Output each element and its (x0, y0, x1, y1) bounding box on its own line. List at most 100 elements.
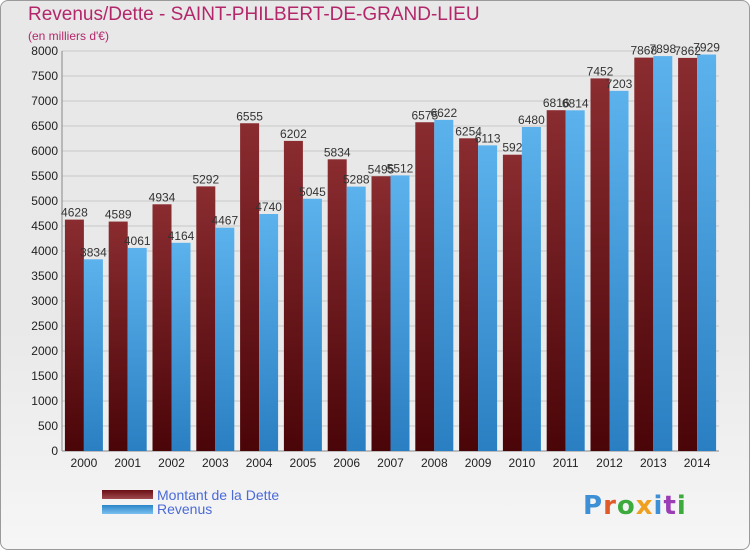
data-label-dette: 5495 (368, 162, 395, 176)
data-label-revenus: 6622 (430, 106, 457, 120)
bar-dette (678, 57, 698, 452)
bar-dette (590, 78, 610, 452)
bar-revenus (83, 259, 103, 451)
data-label-dette: 6254 (455, 124, 482, 138)
bar-revenus (653, 56, 673, 451)
bar-revenus (127, 247, 147, 451)
y-tick-label: 2000 (31, 344, 58, 358)
bar-revenus (478, 145, 498, 451)
data-label-dette: 592 (502, 141, 522, 155)
x-tick-label: 2005 (290, 456, 317, 470)
bar-revenus (434, 119, 454, 452)
data-label-revenus: 4467 (211, 214, 238, 228)
y-tick-label: 0 (51, 444, 58, 458)
logo-letter: i (653, 491, 664, 521)
data-label-revenus: 6113 (475, 131, 501, 145)
y-tick-label: 3500 (31, 269, 58, 283)
data-label-dette: 7868 (630, 44, 657, 58)
logo-letter: o (616, 491, 636, 521)
legend-label-revenus: Revenus (157, 501, 213, 517)
logo-letter: i (676, 491, 687, 521)
x-tick-label: 2006 (333, 456, 360, 470)
bar-revenus (302, 198, 322, 451)
y-tick-label: 5500 (31, 169, 58, 183)
x-tick-label: 2002 (158, 456, 185, 470)
data-label-revenus: 6814 (562, 96, 589, 110)
data-label-revenus: 7929 (693, 41, 720, 55)
x-tick-label: 2007 (377, 456, 404, 470)
y-tick-label: 4000 (31, 244, 58, 258)
x-tick-label: 2014 (684, 456, 711, 470)
y-tick-label: 1000 (31, 394, 58, 408)
y-tick-label: 6000 (31, 144, 58, 158)
bar-dette (327, 159, 347, 452)
bar-dette (283, 140, 303, 451)
data-label-dette: 4589 (105, 208, 132, 222)
y-tick-label: 500 (38, 419, 58, 433)
data-label-dette: 4934 (149, 190, 176, 204)
x-tick-label: 2012 (596, 456, 623, 470)
y-tick-label: 1500 (31, 369, 58, 383)
data-label-dette: 5292 (192, 172, 219, 186)
data-label-revenus: 7203 (606, 77, 633, 91)
data-label-revenus: 5512 (387, 161, 414, 175)
y-tick-label: 7500 (31, 69, 58, 83)
bar-revenus (609, 90, 629, 451)
y-tick-label: 8000 (31, 44, 58, 58)
data-label-dette: 7862 (674, 44, 701, 58)
data-label-dette: 7452 (587, 64, 614, 78)
bar-revenus (565, 110, 585, 452)
data-label-dette: 6816 (543, 96, 570, 110)
x-tick-label: 2000 (71, 456, 98, 470)
bar-revenus (346, 186, 366, 451)
bar-revenus (390, 175, 410, 451)
bar-revenus (171, 242, 191, 451)
bar-dette (415, 122, 435, 451)
bar-dette (634, 57, 654, 451)
bar-dette (196, 186, 216, 451)
x-tick-label: 2010 (509, 456, 536, 470)
x-tick-label: 2009 (465, 456, 492, 470)
y-tick-label: 2500 (31, 319, 58, 333)
x-tick-label: 2003 (202, 456, 229, 470)
data-label-revenus: 5045 (299, 185, 326, 199)
chart-title: Revenus/Dette - SAINT-PHILBERT-DE-GRAND-… (28, 4, 480, 25)
x-tick-label: 2001 (114, 456, 141, 470)
proxiti-logo: Proxiti (583, 491, 687, 521)
legend-swatch-revenus (102, 505, 153, 514)
data-label-dette: 6575 (411, 108, 438, 122)
y-tick-label: 7000 (31, 94, 58, 108)
bar-dette (64, 219, 84, 451)
data-label-revenus: 5288 (343, 173, 370, 187)
bar-dette (240, 123, 260, 451)
x-tick-label: 2011 (553, 456, 579, 470)
data-label-revenus: 6480 (518, 113, 545, 127)
bar-revenus (697, 54, 717, 452)
data-label-dette: 6555 (236, 109, 263, 123)
legend-label-dette: Montant de la Dette (157, 487, 280, 503)
bar-revenus (215, 227, 235, 451)
bar-dette (546, 110, 566, 451)
bar-dette (502, 154, 522, 451)
chart-subtitle: (en milliers d'€) (28, 29, 109, 43)
data-label-revenus: 4061 (124, 234, 151, 248)
data-label-revenus: 4740 (255, 200, 282, 214)
x-tick-label: 2008 (421, 456, 448, 470)
logo-letter: r (603, 491, 617, 521)
y-tick-label: 4500 (31, 219, 58, 233)
data-label-revenus: 7898 (649, 42, 676, 56)
x-tick-label: 2013 (640, 456, 667, 470)
logo-letter: t (663, 491, 677, 521)
data-label-dette: 5834 (324, 145, 351, 159)
y-tick-label: 6500 (31, 119, 58, 133)
x-tick-label: 2004 (246, 456, 273, 470)
bar-revenus (521, 127, 541, 451)
y-tick-label: 3000 (31, 294, 58, 308)
logo-letter: P (583, 491, 604, 521)
legend-swatch-dette (102, 490, 153, 499)
data-label-revenus: 3834 (80, 245, 107, 259)
bar-dette (108, 221, 128, 451)
data-label-dette: 4628 (61, 206, 88, 220)
